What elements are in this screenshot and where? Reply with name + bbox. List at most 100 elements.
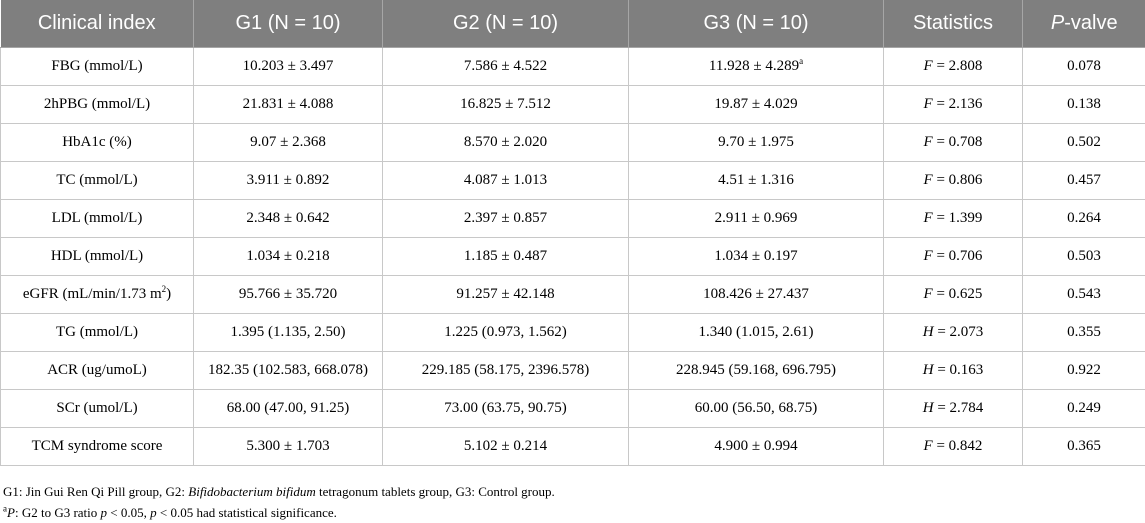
cell-g3: 228.945 (59.168, 696.795) [629, 352, 884, 390]
cell-g2: 4.087 ± 1.013 [383, 162, 629, 200]
cell-g2: 8.570 ± 2.020 [383, 124, 629, 162]
stat-value: = 2.136 [933, 96, 983, 112]
footnote-text-b: < 0.05, [107, 505, 150, 520]
cell-g1: 9.07 ± 2.368 [194, 124, 383, 162]
stat-letter: F [924, 134, 933, 150]
stat-letter: F [924, 438, 933, 454]
g3-value: 228.945 (59.168, 696.795) [676, 362, 836, 378]
stat-value: = 0.806 [933, 172, 983, 188]
footnote-groups-text-a: G1: Jin Gui Ren Qi Pill group, G2: [3, 484, 188, 499]
stat-value: = 0.708 [933, 134, 983, 150]
clinical-index-label: FBG (mmol/L) [51, 58, 142, 74]
clinical-index-label: eGFR (mL/min/1.73 m [23, 286, 162, 302]
cell-clinical-index: eGFR (mL/min/1.73 m2) [1, 276, 194, 314]
cell-g1: 182.35 (102.583, 668.078) [194, 352, 383, 390]
table-row: SCr (umol/L)68.00 (47.00, 91.25)73.00 (6… [1, 390, 1145, 428]
cell-g1: 1.395 (1.135, 2.50) [194, 314, 383, 352]
cell-g3: 1.034 ± 0.197 [629, 238, 884, 276]
stat-value: = 0.842 [933, 438, 983, 454]
header-p-rest: -valve [1064, 12, 1117, 34]
stat-letter: F [924, 286, 933, 302]
cell-statistics: H = 2.784 [884, 390, 1023, 428]
cell-g1: 10.203 ± 3.497 [194, 48, 383, 86]
g3-sup: a [799, 56, 803, 66]
cell-statistics: F = 2.808 [884, 48, 1023, 86]
stat-letter: F [924, 248, 933, 264]
header-g2: G2 (N = 10) [383, 0, 629, 48]
footnote-groups: G1: Jin Gui Ren Qi Pill group, G2: Bifid… [3, 481, 555, 502]
cell-g3: 108.426 ± 27.437 [629, 276, 884, 314]
cell-g1: 5.300 ± 1.703 [194, 428, 383, 466]
cell-p-value: 0.543 [1023, 276, 1145, 314]
cell-g3: 4.51 ± 1.316 [629, 162, 884, 200]
clinical-index-label: HbA1c (%) [62, 134, 132, 150]
table-header-row: Clinical index G1 (N = 10) G2 (N = 10) G… [1, 0, 1145, 48]
stat-value: = 2.808 [933, 58, 983, 74]
clinical-index-label: TC (mmol/L) [56, 172, 137, 188]
cell-g2: 73.00 (63.75, 90.75) [383, 390, 629, 428]
cell-p-value: 0.355 [1023, 314, 1145, 352]
stat-value: = 0.706 [933, 248, 983, 264]
cell-p-value: 0.457 [1023, 162, 1145, 200]
stat-value: = 2.073 [934, 324, 984, 340]
footnote-p-italic: P [7, 505, 15, 520]
g3-value: 2.911 ± 0.969 [715, 210, 798, 226]
cell-statistics: F = 0.625 [884, 276, 1023, 314]
clinical-index-label: SCr (umol/L) [56, 400, 137, 416]
cell-g2: 1.185 ± 0.487 [383, 238, 629, 276]
g3-value: 11.928 ± 4.289 [709, 58, 799, 74]
g3-value: 19.87 ± 4.029 [714, 96, 797, 112]
g3-value: 4.51 ± 1.316 [718, 172, 794, 188]
cell-g2: 91.257 ± 42.148 [383, 276, 629, 314]
stat-letter: F [924, 96, 933, 112]
cell-g1: 3.911 ± 0.892 [194, 162, 383, 200]
cell-p-value: 0.503 [1023, 238, 1145, 276]
g3-value: 108.426 ± 27.437 [703, 286, 809, 302]
stat-value: = 0.625 [933, 286, 983, 302]
cell-clinical-index: HbA1c (%) [1, 124, 194, 162]
cell-statistics: F = 2.136 [884, 86, 1023, 124]
stat-letter: F [924, 58, 933, 74]
cell-statistics: F = 0.706 [884, 238, 1023, 276]
cell-statistics: F = 0.842 [884, 428, 1023, 466]
cell-statistics: F = 0.708 [884, 124, 1023, 162]
cell-g2: 229.185 (58.175, 2396.578) [383, 352, 629, 390]
cell-statistics: F = 0.806 [884, 162, 1023, 200]
clinical-index-table: Clinical index G1 (N = 10) G2 (N = 10) G… [0, 0, 1145, 466]
stat-letter: F [924, 172, 933, 188]
cell-clinical-index: ACR (ug/umoL) [1, 352, 194, 390]
stat-value: = 2.784 [934, 400, 984, 416]
cell-clinical-index: TG (mmol/L) [1, 314, 194, 352]
cell-statistics: H = 2.073 [884, 314, 1023, 352]
cell-g2: 16.825 ± 7.512 [383, 86, 629, 124]
cell-clinical-index: TCM syndrome score [1, 428, 194, 466]
cell-g1: 21.831 ± 4.088 [194, 86, 383, 124]
cell-g1: 2.348 ± 0.642 [194, 200, 383, 238]
clinical-index-tail: ) [166, 286, 171, 302]
cell-g1: 95.766 ± 35.720 [194, 276, 383, 314]
cell-clinical-index: LDL (mmol/L) [1, 200, 194, 238]
footnote-text-c: < 0.05 had statistical significance. [157, 505, 337, 520]
clinical-index-label: TG (mmol/L) [56, 324, 138, 340]
cell-g2: 1.225 (0.973, 1.562) [383, 314, 629, 352]
footnote-groups-text-b: tetragonum tablets group, G3: Control gr… [316, 484, 555, 499]
cell-p-value: 0.502 [1023, 124, 1145, 162]
table-row: ACR (ug/umoL)182.35 (102.583, 668.078)22… [1, 352, 1145, 390]
cell-statistics: H = 0.163 [884, 352, 1023, 390]
cell-g3: 2.911 ± 0.969 [629, 200, 884, 238]
cell-p-value: 0.922 [1023, 352, 1145, 390]
cell-g2: 2.397 ± 0.857 [383, 200, 629, 238]
g3-value: 1.034 ± 0.197 [714, 248, 797, 264]
cell-clinical-index: SCr (umol/L) [1, 390, 194, 428]
header-g1: G1 (N = 10) [194, 0, 383, 48]
cell-g3: 9.70 ± 1.975 [629, 124, 884, 162]
cell-p-value: 0.249 [1023, 390, 1145, 428]
cell-g3: 60.00 (56.50, 68.75) [629, 390, 884, 428]
header-g3: G3 (N = 10) [629, 0, 884, 48]
